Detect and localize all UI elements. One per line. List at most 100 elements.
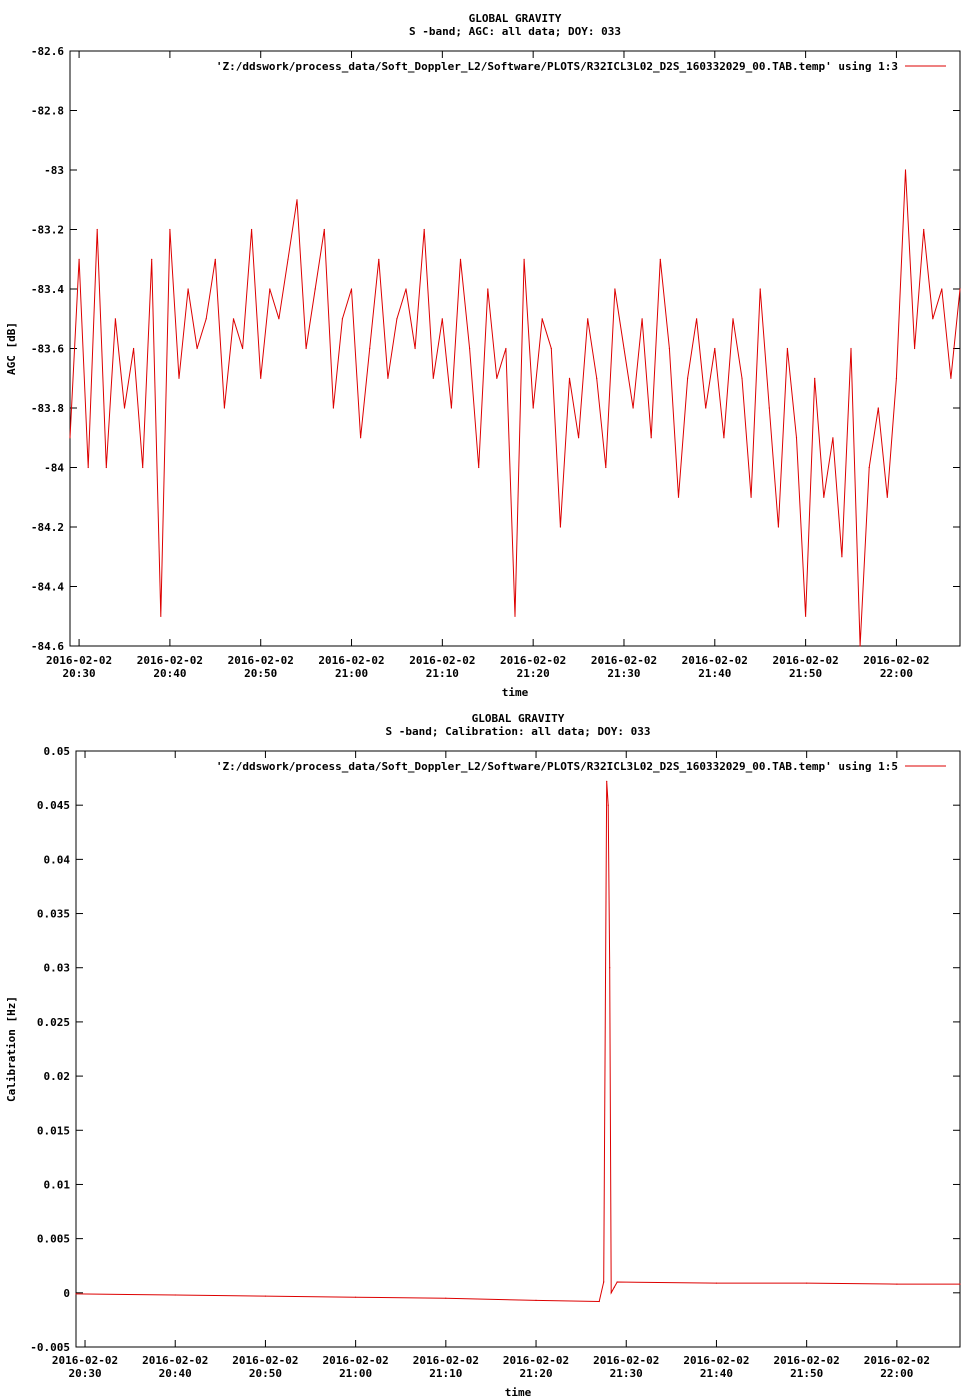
data-point	[260, 377, 262, 379]
x-tick-label-date: 2016-02-02	[52, 1354, 118, 1367]
data-point	[609, 967, 611, 969]
x-tick-label-time: 21:00	[335, 667, 368, 680]
chart-title: GLOBAL GRAVITY	[472, 712, 565, 725]
data-point	[832, 437, 834, 439]
x-tick-label-date: 2016-02-02	[228, 654, 294, 667]
x-tick-label-date: 2016-02-02	[774, 1354, 840, 1367]
x-tick-label-date: 2016-02-02	[683, 1354, 749, 1367]
data-point	[405, 288, 407, 290]
y-tick-label: -82.8	[31, 105, 64, 118]
data-point	[541, 318, 543, 320]
x-tick-label-date: 2016-02-02	[593, 1354, 659, 1367]
data-point	[178, 377, 180, 379]
data-point	[396, 318, 398, 320]
y-tick-label: 0.03	[44, 962, 71, 975]
data-point	[174, 1294, 176, 1296]
data-point	[868, 466, 870, 469]
y-tick-label: 0.02	[44, 1070, 71, 1083]
data-point	[607, 804, 609, 806]
data-point	[606, 780, 608, 782]
legend-label: 'Z:/ddswork/process_data/Soft_Doppler_L2…	[216, 760, 898, 773]
x-tick-label-date: 2016-02-02	[413, 1354, 479, 1367]
data-point	[278, 318, 280, 320]
data-point	[923, 228, 925, 231]
data-point	[914, 347, 916, 350]
data-point	[732, 318, 734, 320]
y-tick-label: -0.005	[30, 1341, 70, 1354]
y-axis-label: Calibration [Hz]	[5, 996, 18, 1102]
x-tick-label-time: 20:30	[63, 667, 96, 680]
data-point	[242, 347, 244, 350]
data-point	[598, 1300, 600, 1303]
x-tick-label-date: 2016-02-02	[318, 654, 384, 667]
y-tick-label: 0.04	[44, 853, 71, 866]
data-point	[904, 169, 907, 171]
data-point	[205, 318, 207, 320]
legend-label: 'Z:/ddswork/process_data/Soft_Doppler_L2…	[216, 60, 898, 73]
data-point	[459, 258, 462, 260]
data-point	[323, 228, 325, 231]
data-point	[578, 437, 580, 439]
data-point	[514, 615, 516, 617]
data-point	[806, 1282, 808, 1284]
x-tick-label-time: 21:00	[339, 1367, 372, 1380]
x-tick-label-date: 2016-02-02	[323, 1354, 389, 1367]
data-point	[614, 288, 616, 290]
y-tick-label: 0.015	[37, 1124, 70, 1137]
data-point	[151, 258, 153, 260]
y-tick-label: -84	[44, 462, 64, 475]
data-point	[264, 1295, 266, 1297]
data-point	[169, 228, 171, 231]
data-point	[305, 347, 307, 350]
data-point	[650, 437, 652, 439]
y-tick-label: 0	[63, 1287, 70, 1300]
y-tick-label: -83.6	[31, 343, 64, 356]
x-tick-label-date: 2016-02-02	[772, 654, 838, 667]
data-point	[123, 407, 126, 409]
y-axis-label: AGC [dB]	[5, 322, 18, 375]
data-point	[696, 318, 698, 320]
data-point	[550, 347, 552, 350]
data-point	[932, 318, 934, 320]
data-point	[641, 318, 643, 320]
x-tick-label-date: 2016-02-02	[682, 654, 748, 667]
data-point	[632, 407, 634, 409]
data-point	[78, 258, 80, 260]
data-point	[423, 228, 425, 231]
data-point	[445, 1297, 447, 1299]
x-tick-label-date: 2016-02-02	[500, 654, 566, 667]
data-point	[296, 199, 298, 201]
x-tick-label-date: 2016-02-02	[137, 654, 203, 667]
data-point	[814, 377, 816, 379]
data-point	[69, 437, 71, 439]
data-point	[605, 466, 607, 469]
data-point	[232, 318, 235, 320]
data-series-line	[69, 169, 961, 647]
data-point	[133, 347, 135, 350]
data-point	[795, 437, 798, 439]
data-point	[741, 377, 743, 379]
data-point	[941, 288, 943, 290]
x-tick-label-time: 20:30	[68, 1367, 101, 1380]
data-point	[355, 1296, 357, 1298]
data-point	[959, 1283, 961, 1285]
y-tick-label: -83.2	[31, 224, 64, 237]
y-tick-label: 0.045	[37, 799, 70, 812]
data-point	[715, 1282, 718, 1284]
x-tick-label-time: 22:00	[880, 667, 913, 680]
data-point	[895, 377, 898, 379]
data-point	[96, 228, 98, 231]
x-tick-label-time: 21:20	[517, 667, 550, 680]
data-point	[251, 228, 253, 231]
data-point	[75, 1293, 77, 1295]
x-tick-label-date: 2016-02-02	[864, 1354, 930, 1367]
data-point	[469, 347, 471, 350]
data-point	[568, 377, 571, 379]
x-tick-label-date: 2016-02-02	[591, 654, 657, 667]
data-point	[378, 258, 380, 260]
data-point	[441, 318, 443, 320]
data-point	[805, 615, 807, 617]
data-point	[623, 347, 625, 350]
data-point	[677, 496, 680, 498]
